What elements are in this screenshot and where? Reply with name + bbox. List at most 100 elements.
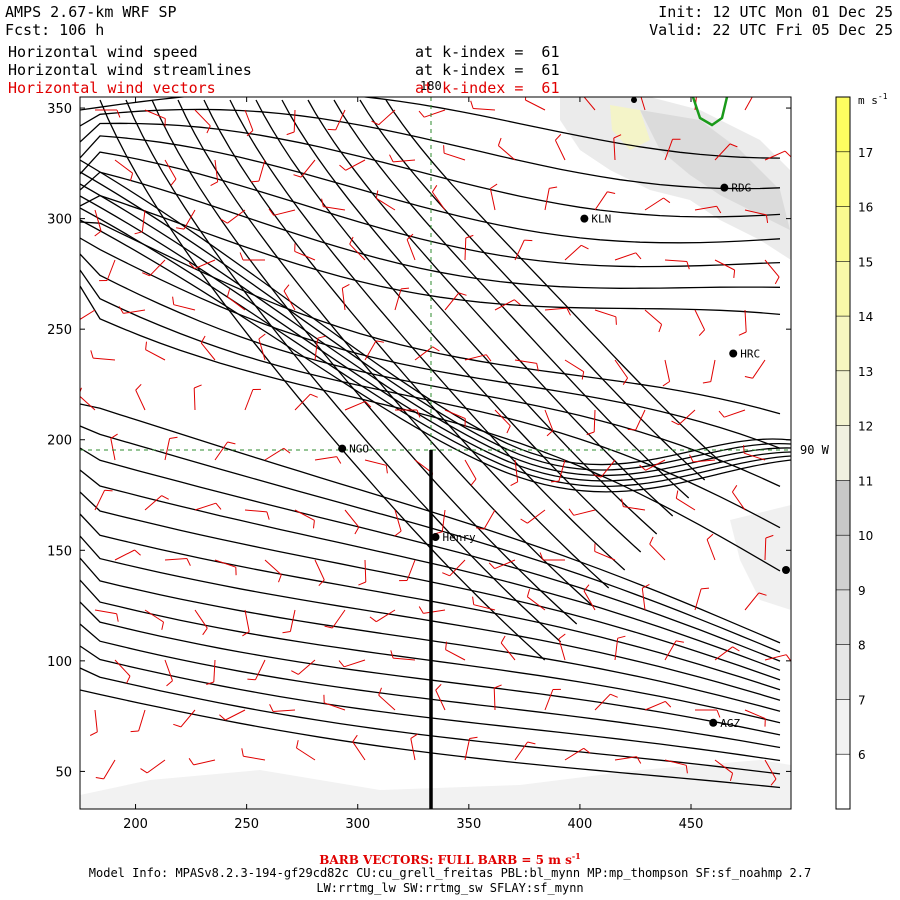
wind-barb [244,509,270,520]
wind-barb [744,592,767,611]
wind-barb [594,309,617,325]
wind-barb [164,436,178,461]
station-dot [338,444,347,453]
wind-barb [144,495,169,511]
wind-barb [194,109,211,134]
wind-barb [114,159,134,182]
station-markers: NGO Henry KLN RDG HRC AGZ [338,97,790,730]
wind-barb [226,288,246,311]
wind-barb [314,456,342,464]
wind-barb [494,409,511,434]
colorbar-label: 10 [858,529,873,543]
wind-barb [694,309,706,336]
colorbar-swatch [836,370,850,426]
wind-barb [583,97,596,111]
streamline [229,99,626,571]
wind-barb [358,559,367,586]
wind-barb [194,609,208,636]
wind-barb [641,583,650,611]
wind-barb [644,197,671,211]
wind-barb [671,409,696,426]
model-info: Model Info: MPASv8.2.3-194-gf29cd82c CU:… [88,866,812,880]
field-label-speed: Horizontal wind speed [8,43,198,61]
wind-barb [544,307,571,316]
y-tick-label: 200 [47,434,72,449]
wind-barb [95,109,121,118]
colorbar-swatch [836,151,850,207]
wind-barb [173,709,196,728]
wind-barb [706,533,716,561]
wind-barb [94,209,102,237]
wind-barb [293,159,316,178]
wind-barb [294,509,315,529]
streamline [385,99,722,463]
plot-frame [79,96,792,810]
wind-barb [714,646,740,661]
wind-barb [614,635,626,661]
wind-barb [414,346,440,361]
wind-barb [744,209,769,223]
wind-barb [220,209,246,224]
wind-barb [493,684,502,711]
streamline [80,285,781,572]
parallel-label: 90 W [800,443,830,457]
streamline [80,108,781,190]
streamline [151,99,578,625]
wind-barb [644,700,672,711]
wind-barb [258,333,266,361]
wind-barb [410,733,418,761]
station-label: Henry [443,531,476,544]
x-tick-label: 300 [345,817,370,832]
y-tick-label: 100 [47,655,72,670]
wind-barb [613,134,622,161]
x-tick-label: 250 [234,817,259,832]
wind-barb [514,359,539,372]
wind-barb [649,536,666,561]
field-label-streamlines: Horizontal wind streamlines [8,61,252,79]
x-tick-label: 200 [123,817,148,832]
x-tick-label: 350 [456,817,481,832]
colorbar-swatch [836,644,850,700]
wind-barb [583,584,596,611]
wind-barbs [80,97,791,786]
station-dot [720,183,729,192]
wind-barb [593,459,616,478]
wind-barb [244,109,254,137]
colorbar-unit: m s-1 [858,92,888,107]
wind-barb [689,454,716,463]
colorbar-label: 16 [858,201,873,215]
wind-barb [247,659,266,681]
wind-barb [621,498,646,511]
wind-barb [586,409,596,436]
colorbar-swatch [836,480,850,536]
wind-barb [134,209,146,235]
wind-barb [510,459,519,487]
station-dot [709,718,718,727]
wind-barb [764,654,791,662]
wind-barb [214,559,237,576]
wind-barb [389,154,416,163]
colorbar-swatch [836,754,850,809]
y-tick-label: 50 [55,765,72,780]
wind-barb [444,292,467,311]
wind-barb [494,299,521,311]
wind-barb [294,243,316,261]
streamline [80,151,781,268]
streamline [80,221,781,415]
station-label: AGZ [720,717,740,730]
wind-barb [564,747,591,761]
wind-barb [764,759,777,786]
streamline [203,99,610,589]
wind-barb [418,606,446,614]
wind-barb [314,335,326,361]
wind-barb [442,559,466,577]
wind-barb [349,236,366,261]
valid-time: Valid: 22 UTC Fri 05 Dec 25 [649,21,893,39]
station-dot [631,97,637,103]
wind-barb [194,502,222,511]
colorbar-frame [835,96,851,810]
wind-barb [244,388,261,411]
wind-barb [214,441,236,461]
wind-barb [539,552,565,561]
